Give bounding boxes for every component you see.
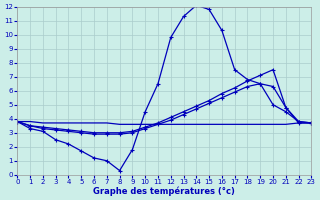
X-axis label: Graphe des températures (°c): Graphe des températures (°c) [93, 186, 235, 196]
